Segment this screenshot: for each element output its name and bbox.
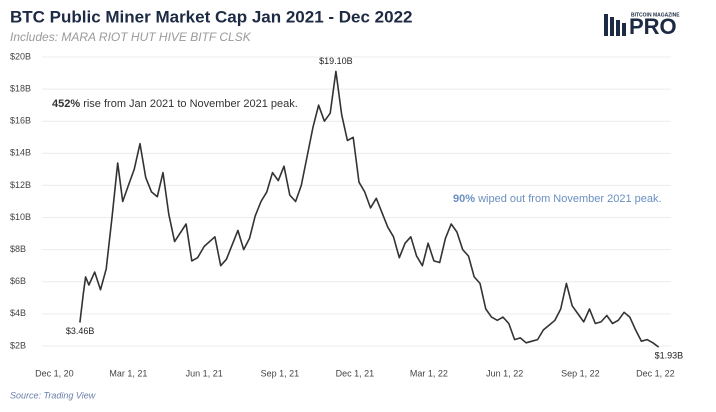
- y-tick-label: $6B: [10, 276, 26, 286]
- chart-title: BTC Public Miner Market Cap Jan 2021 - D…: [10, 7, 413, 26]
- y-tick-label: $18B: [10, 83, 31, 93]
- chart-subtitle: Includes: MARA RIOT HUT HIVE BITF CLSK: [10, 30, 252, 44]
- value-label: $1.93B: [655, 350, 684, 360]
- x-tick-label: Sep 1, 21: [261, 368, 300, 378]
- annotation: 452% rise from Jan 2021 to November 2021…: [52, 98, 298, 110]
- line: [79, 70, 660, 348]
- y-tick-label: $10B: [10, 212, 31, 222]
- annotation-bold: 90%: [453, 193, 475, 205]
- x-tick-label: Dec 1, 21: [336, 368, 375, 378]
- y-tick-label: $20B: [10, 51, 31, 61]
- logo-bar: [616, 20, 620, 36]
- logo-bar: [604, 14, 608, 36]
- y-tick-label: $4B: [10, 308, 26, 318]
- annotation: 90% wiped out from November 2021 peak.: [453, 193, 662, 205]
- source: Source: Trading View: [10, 390, 96, 400]
- x-tick-label: Jun 1, 22: [486, 368, 523, 378]
- annotation-bold: 452%: [52, 98, 80, 110]
- x-tick-label: Dec 1, 22: [636, 368, 675, 378]
- x-tick-label: Dec 1, 20: [35, 368, 74, 378]
- logo-big: PRO: [629, 14, 677, 39]
- y-tick-label: $14B: [10, 148, 31, 158]
- logo-bar: [622, 23, 626, 36]
- annotation-text: wiped out from November 2021 peak.: [475, 193, 662, 205]
- x-tick-label: Sep 1, 22: [561, 368, 600, 378]
- value-label: $3.46B: [66, 326, 95, 336]
- logo-small: BITCOIN MAGAZINE: [631, 12, 680, 18]
- value-label: $19.10B: [319, 56, 353, 66]
- logo-icon: [604, 14, 626, 36]
- x-tick-label: Jun 1, 21: [186, 368, 223, 378]
- annotation-text: rise from Jan 2021 to November 2021 peak…: [80, 98, 298, 110]
- x-tick-label: Mar 1, 22: [410, 368, 448, 378]
- y-tick-label: $12B: [10, 180, 31, 190]
- y-tick-label: $2B: [10, 340, 26, 350]
- x-tick-label: Mar 1, 21: [109, 368, 147, 378]
- logo: BITCOIN MAGAZINE PRO: [604, 12, 680, 39]
- y-tick-label: $16B: [10, 116, 31, 126]
- y-tick-label: $8B: [10, 244, 26, 254]
- logo-bar: [610, 17, 614, 36]
